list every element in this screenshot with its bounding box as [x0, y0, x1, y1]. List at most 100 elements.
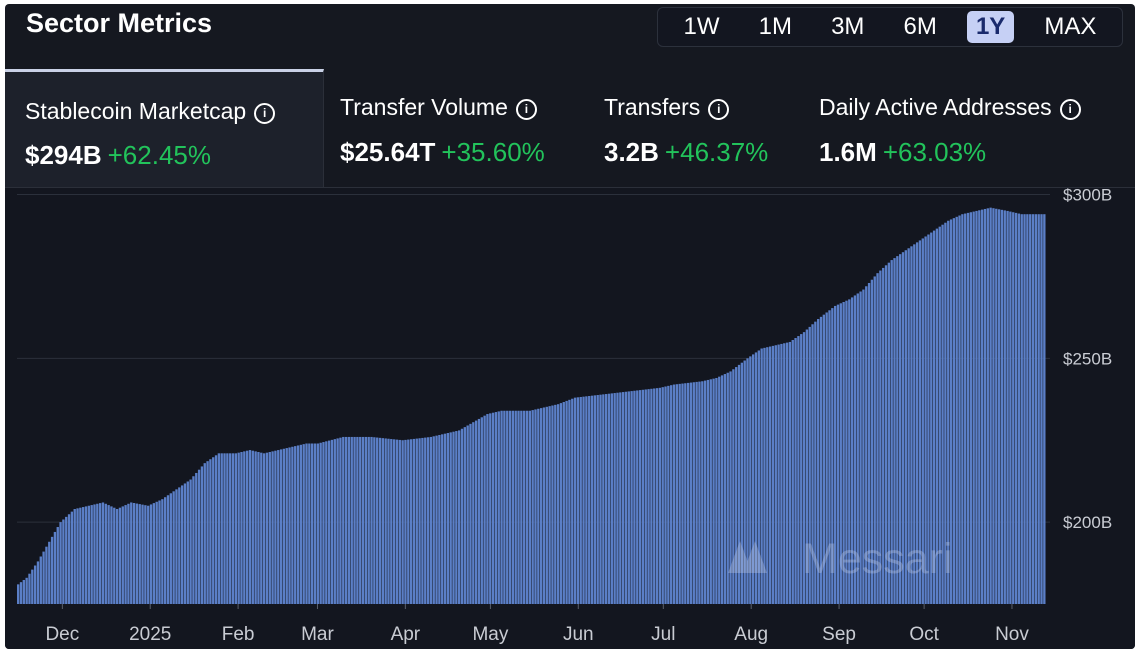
bar [599, 394, 602, 604]
bar [118, 507, 122, 604]
bar [220, 453, 223, 604]
stablecoin-marketcap-chart[interactable]: $200B $250B $300B Dec 2025 Feb Mar Apr May Jun Ju… [5, 188, 1135, 649]
info-icon[interactable]: i [1059, 99, 1081, 120]
bar [62, 519, 65, 604]
x-tick-label: Jun [563, 624, 594, 645]
bar [831, 308, 834, 604]
bar [658, 387, 662, 604]
range-max-button[interactable]: MAX [1044, 13, 1097, 40]
bar [359, 436, 362, 604]
info-icon[interactable]: i [254, 103, 276, 124]
bar [661, 387, 664, 604]
range-6m-button[interactable]: 6M [903, 13, 937, 40]
range-1y-button[interactable]: 1Y [966, 11, 1015, 43]
bar [491, 412, 495, 604]
bar [42, 551, 45, 604]
metric-value: $25.64T [340, 137, 436, 167]
bar [1003, 210, 1006, 604]
chart-area[interactable]: $200B $250B $300B Dec 2025 Feb Mar Apr May Jun Ju… [5, 188, 1135, 649]
bar [262, 453, 266, 604]
metric-label: Transfers i [604, 94, 730, 121]
sector-metrics-panel: Sector Metrics 1W 1M 3M 6M 1Y MAX Stable… [5, 4, 1135, 649]
metric-value-row: $294B +62.45% [25, 140, 211, 171]
range-3m-button[interactable]: 3M [831, 13, 865, 40]
bar [947, 220, 950, 604]
bar [712, 378, 715, 604]
tab-daily-active-addresses[interactable]: Daily Active Addresses i 1.6M +63.03% [803, 69, 1135, 187]
bar [718, 376, 721, 604]
bar [364, 436, 368, 604]
info-icon[interactable]: i [515, 99, 537, 120]
info-icon[interactable]: i [708, 99, 730, 120]
x-tick-label: Aug [734, 624, 768, 645]
metric-value-row: 3.2B +46.37% [604, 137, 768, 168]
bar [873, 276, 876, 604]
bar [915, 242, 919, 604]
bar [311, 443, 314, 604]
bar [732, 369, 735, 604]
bar [901, 252, 905, 604]
bar [65, 516, 68, 604]
bar [183, 483, 187, 604]
bar [1000, 209, 1004, 604]
bar [938, 226, 941, 604]
bar [602, 394, 605, 604]
bar [627, 391, 630, 604]
bar [975, 210, 978, 604]
bar [387, 438, 390, 604]
metric-label: Stablecoin Marketcap i [25, 98, 276, 125]
bar [67, 514, 71, 604]
bar [404, 439, 407, 604]
bar [500, 410, 503, 604]
bar [257, 452, 260, 604]
tab-transfers[interactable]: Transfers i 3.2B +46.37% [589, 69, 803, 187]
metric-label-text: Transfers [604, 94, 701, 120]
bar [670, 385, 673, 604]
bar [565, 400, 568, 604]
tab-transfer-volume[interactable]: Transfer Volume i $25.64T +35.60% [324, 69, 589, 187]
bar [319, 442, 322, 604]
metric-tabs: Stablecoin Marketcap i $294B +62.45% Trans… [5, 69, 1135, 188]
bar [107, 505, 110, 604]
bar [296, 445, 300, 604]
tab-stablecoin-marketcap[interactable]: Stablecoin Marketcap i $294B +62.45% [5, 69, 324, 187]
bar [548, 406, 551, 604]
bar [214, 455, 218, 604]
bar [672, 384, 676, 604]
bar [299, 444, 303, 604]
bar [768, 346, 772, 604]
bar [115, 509, 119, 604]
bar [274, 450, 277, 604]
bar [25, 577, 28, 604]
bar [525, 410, 529, 604]
bar [800, 334, 803, 604]
bar [339, 437, 342, 604]
bar [426, 437, 430, 604]
bar [630, 391, 633, 604]
bar [277, 450, 280, 604]
bar [279, 449, 283, 604]
bar [655, 388, 659, 604]
bar [192, 476, 195, 604]
bar [972, 211, 975, 604]
bar [647, 389, 650, 604]
x-tick-label: Nov [995, 624, 1029, 645]
bar [175, 489, 178, 604]
bar [706, 379, 710, 604]
bar [644, 389, 647, 604]
x-tick-label: Mar [301, 624, 334, 645]
bar [180, 485, 184, 604]
bar [1034, 214, 1038, 604]
bar [528, 410, 531, 604]
bar [144, 505, 147, 604]
bar [206, 461, 209, 604]
messari-logo: Messari [728, 535, 953, 583]
bar [463, 427, 466, 604]
bar [141, 504, 144, 604]
bar [96, 503, 99, 604]
bar [401, 440, 404, 604]
bar [966, 212, 970, 604]
bar [155, 501, 158, 604]
range-1m-button[interactable]: 1M [758, 13, 792, 40]
range-1w-button[interactable]: 1W [683, 13, 720, 40]
